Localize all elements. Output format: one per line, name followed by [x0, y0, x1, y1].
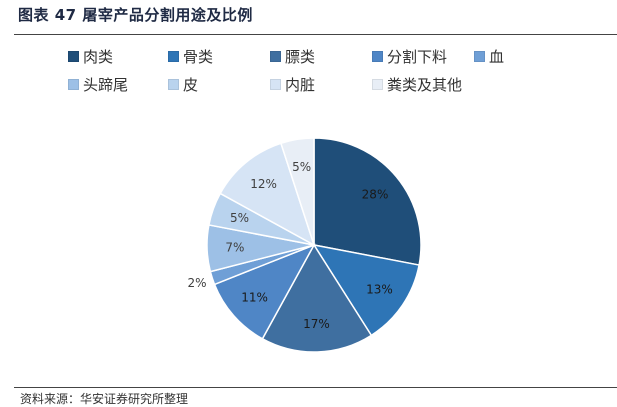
- legend-item-manure-other: 粪类及其他: [372, 74, 462, 95]
- pie-slice-9: [279, 137, 315, 246]
- legend-label: 皮: [183, 76, 199, 94]
- pie-slice-4: [213, 243, 316, 340]
- top-divider: [14, 34, 617, 35]
- legend-swatch: [68, 79, 79, 90]
- legend-swatch: [372, 79, 383, 90]
- legend-item-trimmings: 分割下料: [372, 46, 447, 67]
- legend-item-blood: 血: [474, 46, 504, 67]
- legend-swatch: [68, 51, 79, 62]
- pie-slice-1: [313, 137, 422, 266]
- legend-label: 肉类: [83, 48, 114, 66]
- legend-item-head-feet-tail: 头蹄尾: [68, 74, 128, 95]
- source-note: 资料来源：华安证券研究所整理: [20, 392, 189, 406]
- legend-label: 分割下料: [387, 48, 448, 66]
- slice-label-4: 11%: [241, 290, 268, 304]
- slice-label-9: 5%: [292, 160, 311, 174]
- slice-label-7: 5%: [230, 211, 249, 225]
- legend-swatch: [474, 51, 485, 62]
- legend-label: 血: [489, 48, 505, 66]
- slice-label-2: 13%: [366, 283, 393, 297]
- pie-slice-2: [312, 243, 420, 337]
- legend-item-meat: 肉类: [68, 46, 113, 67]
- legend-swatch: [270, 51, 281, 62]
- legend-item-offal: 内脏: [270, 74, 315, 95]
- legend-item-bone: 骨类: [168, 46, 213, 67]
- slice-label-1: 28%: [362, 188, 389, 202]
- legend-item-skin: 皮: [168, 74, 198, 95]
- slice-label-6: 7%: [225, 240, 244, 254]
- slice-label-5: 2%: [187, 276, 206, 290]
- bottom-divider: [14, 387, 617, 388]
- pie-slice-3: [261, 243, 373, 353]
- legend-swatch: [168, 51, 179, 62]
- legend-swatch: [168, 79, 179, 90]
- legend-label: 头蹄尾: [83, 76, 129, 94]
- pie-slice-8: [219, 142, 316, 247]
- figure-title: 图表 47 屠宰产品分割用途及比例: [18, 6, 253, 24]
- legend-swatch: [372, 51, 383, 62]
- legend-label: 骨类: [183, 48, 214, 66]
- legend-swatch: [270, 79, 281, 90]
- legend-label: 内脏: [285, 76, 316, 94]
- slice-label-3: 17%: [303, 317, 330, 331]
- legend-label: 膘类: [285, 48, 316, 66]
- legend-label: 粪类及其他: [387, 76, 463, 94]
- slice-label-8: 12%: [250, 177, 277, 191]
- legend-item-fat: 膘类: [270, 46, 315, 67]
